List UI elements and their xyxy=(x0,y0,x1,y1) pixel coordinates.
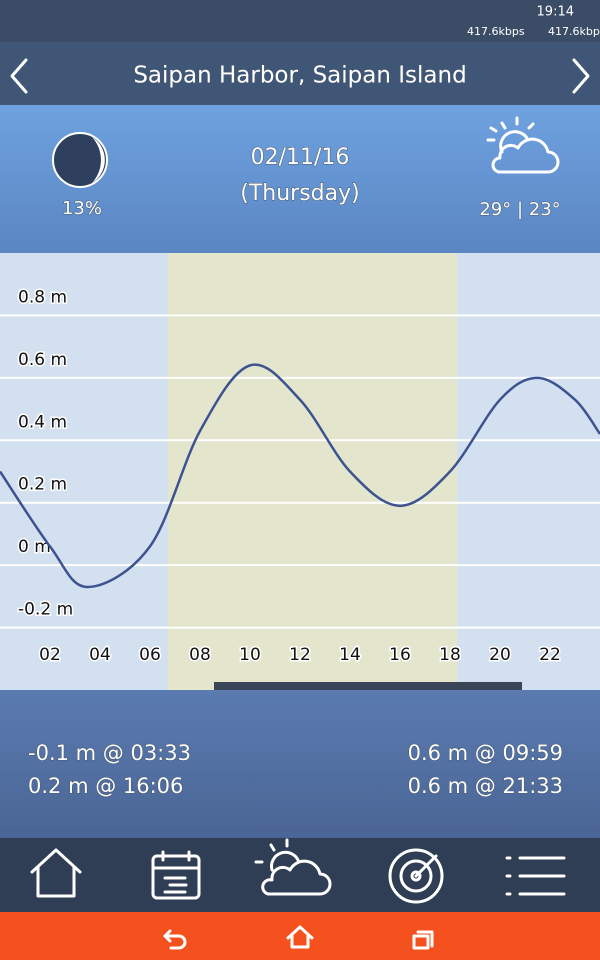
header xyxy=(0,42,600,105)
tide-entry: 0.6 m @ 09:59 xyxy=(408,741,563,765)
x-tick-label: 08 xyxy=(189,645,211,665)
moon-illumination: 13% xyxy=(62,198,102,219)
x-tick-label: 18 xyxy=(439,645,461,665)
system-nav xyxy=(0,912,600,960)
recents-button[interactable] xyxy=(412,930,434,950)
next-button[interactable] xyxy=(572,58,590,94)
bottom-nav xyxy=(0,838,600,912)
temperature: 29° | 23° xyxy=(479,199,560,220)
y-tick-label: 0.2 m xyxy=(18,475,67,495)
calendar-tab[interactable] xyxy=(151,850,201,900)
weekday: (Thursday) xyxy=(240,181,359,206)
tide-curve xyxy=(0,363,600,589)
upload-speed: 417.6kbps xyxy=(467,25,525,38)
x-tick-label: 04 xyxy=(89,645,111,665)
y-tick-label: 0 m xyxy=(18,537,51,557)
download-speed: 417.6kbps xyxy=(548,25,600,38)
x-tick-label: 12 xyxy=(289,645,311,665)
y-tick-label: 0.6 m xyxy=(18,350,67,370)
status-bar xyxy=(0,0,600,42)
x-tick-label: 02 xyxy=(39,645,61,665)
tide-entry: 0.2 m @ 16:06 xyxy=(28,774,183,798)
back-button[interactable] xyxy=(163,929,187,950)
home-tab[interactable] xyxy=(30,848,82,898)
x-tick-label: 10 xyxy=(239,645,261,665)
y-tick-label: 0.8 m xyxy=(18,287,67,307)
y-tick-label: 0.4 m xyxy=(18,412,67,432)
tide-chart: 0.8 m 0.6 m 0.4 m 0.2 m 0 m -0.2 m 02 04 06 08 10 1… xyxy=(0,253,600,690)
x-tick-label: 06 xyxy=(139,645,161,665)
tide-entry: -0.1 m @ 03:33 xyxy=(28,741,191,765)
moon-crescent xyxy=(92,137,105,183)
moon-icon xyxy=(52,132,108,188)
location-title: Saipan Harbor, Saipan Island xyxy=(133,63,466,89)
weather-tab[interactable] xyxy=(254,838,332,896)
date: 02/11/16 xyxy=(251,145,350,170)
tide-entry: 0.6 m @ 21:33 xyxy=(408,774,563,798)
scroll-indicator xyxy=(214,682,522,690)
tide-panel xyxy=(0,690,600,838)
radar-tab[interactable] xyxy=(388,848,444,904)
x-tick-label: 22 xyxy=(539,645,561,665)
weather-icon xyxy=(486,116,560,174)
daylight-band xyxy=(168,253,457,690)
x-tick-label: 16 xyxy=(389,645,411,665)
menu-tab[interactable] xyxy=(505,856,566,896)
home-button[interactable] xyxy=(286,925,314,949)
y-tick-label: -0.2 m xyxy=(18,600,73,620)
x-tick-label: 20 xyxy=(489,645,511,665)
x-tick-label: 14 xyxy=(339,645,361,665)
clock: 19:14 xyxy=(537,5,574,20)
prev-button[interactable] xyxy=(10,58,28,94)
